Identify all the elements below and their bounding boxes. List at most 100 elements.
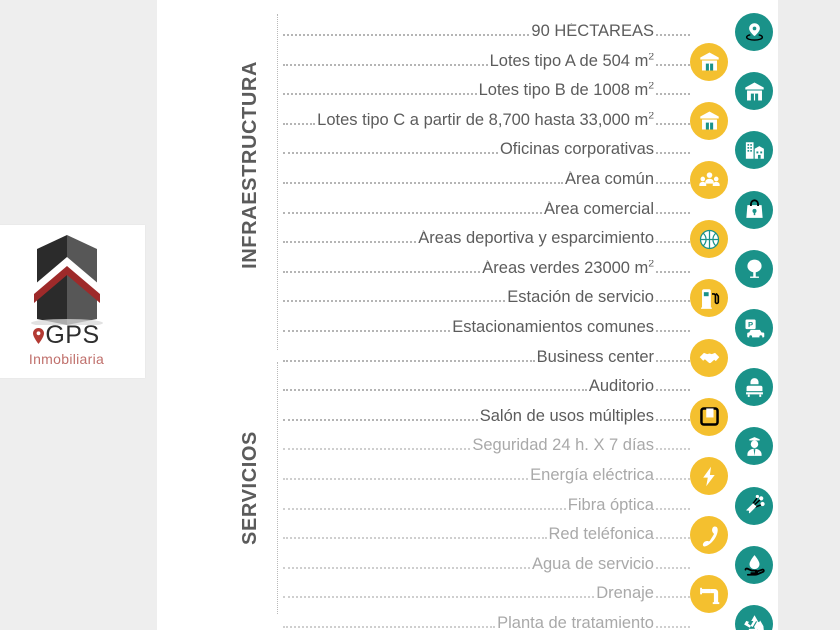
dot-leader-tail xyxy=(656,359,690,362)
divider-infraestructura xyxy=(277,14,278,350)
location-pin-icon xyxy=(33,327,45,344)
dot-leader-tail xyxy=(656,448,690,451)
list-item-label: Auditorio xyxy=(588,378,654,396)
amenity-badge-yellow[interactable]: .hole{fill:#f4c02f;}.hole-text{fill:#f4c… xyxy=(690,161,728,199)
leader-line: Agua de servicio xyxy=(283,556,690,574)
list-item-label: Business center xyxy=(536,348,654,366)
drain-pipe-icon: .hole{fill:#f4c02f;}.hole-text{fill:#f4c… xyxy=(699,587,719,604)
amenity-badge-teal[interactable]: .hole{fill:#1a9289;}.hole-text{fill:#1a9… xyxy=(735,131,773,170)
leader-line: Auditorio xyxy=(283,378,690,396)
dot-leader-tail xyxy=(656,330,690,332)
amenity-badge-teal[interactable]: .hole{fill:#1a9289;}.hole-text{fill:#1a9… xyxy=(735,249,773,288)
people-group-icon: .hole{fill:#f4c02f;}.hole-text{fill:#f4c… xyxy=(698,171,720,186)
list-item[interactable]: Lotes tipo C a partir de 8,700 hasta 33,… xyxy=(283,101,778,140)
leader-line: Oficinas corporativas xyxy=(283,141,690,159)
left-rail: GPS Inmobiliaria xyxy=(0,0,157,630)
icon-slot: .hole{fill:#1a9289;}.hole-text{fill:#1a9… xyxy=(690,249,778,288)
icon-slot: .hole{fill:#f4c02f;}.hole-text{fill:#f4c… xyxy=(690,161,778,199)
amenity-badge-teal[interactable]: .hole{fill:#1a9289;}.hole-text{fill:#1a9… xyxy=(735,545,773,584)
list-item[interactable]: Área común .hole{fill:#f4c02f;}.hole-text… xyxy=(283,161,778,199)
amenity-badge-yellow[interactable]: .hole{fill:#f4c02f;}.hole-text{fill:#f4c… xyxy=(690,457,728,495)
list-item[interactable]: Agua de servicio .hole{fill:#1a9289;}.hol… xyxy=(283,545,778,584)
amenity-badge-yellow[interactable]: .hole{fill:#f4c02f;}.hole-text{fill:#f4c… xyxy=(690,575,728,614)
dot-leader-tail xyxy=(656,122,690,125)
dot-leader xyxy=(283,34,530,36)
amenity-badge-teal[interactable]: .hole{fill:#1a9289;}.hole-text{fill:#1a9… xyxy=(735,309,773,347)
list-item[interactable]: Áreas deportiva y esparcimiento .hole{fil… xyxy=(283,220,778,259)
section-labels: INFRAESTRUCTURA SERVICIOS xyxy=(233,0,267,630)
dot-leader-tail xyxy=(656,478,690,480)
list-item[interactable]: Lotes tipo A de 504 m2 .hole{fill:#f4c02f… xyxy=(283,42,778,81)
dot-leader xyxy=(283,478,529,480)
amenity-badge-yellow[interactable]: .hole{fill:#f4c02f;}.hole-text{fill:#f4c… xyxy=(690,516,728,555)
amenity-badge-yellow[interactable]: .hole{fill:#f4c02f;}.hole-text{fill:#f4c… xyxy=(690,42,728,81)
warehouse-icon: .hole{fill:#f4c02f;}.hole-text{fill:#f4c… xyxy=(699,52,719,71)
list-item[interactable]: Red teléfonica .hole{fill:#f4c02f;}.hole-… xyxy=(283,516,778,555)
amenity-badge-yellow[interactable]: .hole{fill:#f4c02f;}.hole-text{fill:#f4c… xyxy=(690,397,728,436)
presentation-board-icon: .hole{fill:#f4c02f;}.hole-text{fill:#f4c… xyxy=(699,407,719,427)
amenity-badge-teal[interactable]: .hole{fill:#1a9289;}.hole-text{fill:#1a9… xyxy=(735,605,773,630)
list-item[interactable]: Salón de usos múltiples .hole{fill:#f4c02… xyxy=(283,397,778,436)
leader-line: Estacionamientos comunes xyxy=(283,319,690,337)
section-label-servicios: SERVICIOS xyxy=(238,431,261,545)
amenity-badge-teal[interactable]: .hole{fill:#1a9289;}.hole-text{fill:#1a9… xyxy=(735,190,773,229)
leader-line: Salón de usos múltiples xyxy=(283,408,690,426)
dot-leader xyxy=(283,330,451,332)
dot-leader xyxy=(283,359,535,362)
water-drop-hand-icon: .hole{fill:#1a9289;}.hole-text{fill:#1a9… xyxy=(744,555,765,576)
icon-slot: .hole{fill:#1a9289;}.hole-text{fill:#1a9… xyxy=(690,72,778,111)
icon-slot: .hole{fill:#f4c02f;}.hole-text{fill:#f4c… xyxy=(690,220,778,259)
icon-slot: .hole{fill:#1a9289;}.hole-text{fill:#1a9… xyxy=(690,13,778,51)
dot-leader xyxy=(283,566,530,569)
dot-leader-tail xyxy=(656,270,690,273)
leader-line: Área común xyxy=(283,171,690,189)
dot-leader-tail xyxy=(656,300,690,303)
list-item-label: Área común xyxy=(565,171,654,188)
parking-car-icon: .hole{fill:#1a9289;}.hole-text{fill:#1a9… xyxy=(744,318,764,338)
fuel-pump-icon: .hole{fill:#f4c02f;}.hole-text{fill:#f4c… xyxy=(700,289,719,309)
list-item[interactable]: Seguridad 24 h. X 7 días .hole{fill:#1a92… xyxy=(283,427,778,466)
icon-slot: .hole{fill:#f4c02f;}.hole-text{fill:#f4c… xyxy=(690,397,778,436)
amenity-badge-yellow[interactable]: .hole{fill:#f4c02f;}.hole-text{fill:#f4c… xyxy=(690,101,728,140)
list-item[interactable]: 90 HÉCTAREAS .hole{fill:#1a9289;}.hole-te… xyxy=(283,13,778,51)
leader-line: Planta de tratamiento xyxy=(283,615,690,630)
list-item[interactable]: Lotes tipo B de 1008 m2 .hole{fill:#1a928… xyxy=(283,72,778,111)
amenity-badge-teal[interactable]: .hole{fill:#1a9289;}.hole-text{fill:#1a9… xyxy=(735,368,773,407)
leader-line: Estación de servicio xyxy=(283,289,690,307)
list-item[interactable]: Oficinas corporativas .hole{fill:#1a9289;… xyxy=(283,131,778,170)
logo-tagline: Inmobiliaria xyxy=(28,350,105,367)
dot-leader-tail xyxy=(656,537,690,540)
dot-leader xyxy=(283,626,496,628)
list-item[interactable]: Fibra óptica .hole{fill:#1a9289;}.hole-te… xyxy=(283,486,778,525)
list-item[interactable]: Áreas verdes 23000 m2 .hole{fill:#1a9289;… xyxy=(283,249,778,288)
list-item[interactable]: Energía eléctrica .hole{fill:#f4c02f;}.ho… xyxy=(283,457,778,495)
list-item-label: Salón de usos múltiples xyxy=(479,407,654,425)
dot-leader xyxy=(283,507,566,510)
logo-title: GPS xyxy=(45,321,100,349)
content-panel xyxy=(157,0,778,630)
fiber-optic-icon: .hole{fill:#1a9289;}.hole-text{fill:#1a9… xyxy=(745,494,765,514)
leader-line: Áreas verdes 23000 m2 xyxy=(283,260,690,278)
list-item[interactable]: Estacionamientos comunes .hole{fill:#1a92… xyxy=(283,309,778,347)
list-item[interactable]: Drenaje .hole{fill:#f4c02f;}.hole-text{fi… xyxy=(283,575,778,614)
dot-leader-tail xyxy=(656,211,690,214)
leader-line: Drenaje xyxy=(283,585,690,603)
list-item[interactable]: Planta de tratamiento .hole{fill:#1a9289;… xyxy=(283,605,778,630)
list-item[interactable]: Business center .hole{fill:#f4c02f;}.hole… xyxy=(283,338,778,377)
icon-slot: .hole{fill:#1a9289;}.hole-text{fill:#1a9… xyxy=(690,427,778,466)
dot-leader xyxy=(283,152,498,155)
amenity-badge-teal[interactable]: .hole{fill:#1a9289;}.hole-text{fill:#1a9… xyxy=(735,72,773,111)
list-item-label: Lotes tipo C a partir de 8,700 hasta 33,… xyxy=(317,111,654,129)
amenity-badge-yellow[interactable]: .hole{fill:#f4c02f;}.hole-text{fill:#f4c… xyxy=(690,279,728,318)
list-item[interactable]: Área comercial .hole{fill:#1a9289;}.hole-… xyxy=(283,190,778,229)
amenity-badge-teal[interactable]: .hole{fill:#1a9289;}.hole-text{fill:#1a9… xyxy=(735,486,773,525)
list-item[interactable]: Estación de servicio .hole{fill:#f4c02f;}… xyxy=(283,279,778,318)
section-label-infraestructura: INFRAESTRUCTURA xyxy=(238,61,261,269)
dot-leader-tail xyxy=(656,34,690,36)
dot-leader xyxy=(283,448,471,451)
amenity-badge-yellow[interactable]: .hole{fill:#f4c02f;}.hole-text{fill:#f4c… xyxy=(690,338,728,377)
amenity-badge-teal[interactable]: .hole{fill:#1a9289;}.hole-text{fill:#1a9… xyxy=(735,13,773,51)
amenity-badge-teal[interactable]: .hole{fill:#1a9289;}.hole-text{fill:#1a9… xyxy=(735,427,773,466)
list-item[interactable]: Auditorio .hole{fill:#1a9289;}.hole-text{… xyxy=(283,368,778,407)
amenity-badge-yellow[interactable]: .hole{fill:#f4c02f;}.hole-text{fill:#f4c… xyxy=(690,220,728,259)
